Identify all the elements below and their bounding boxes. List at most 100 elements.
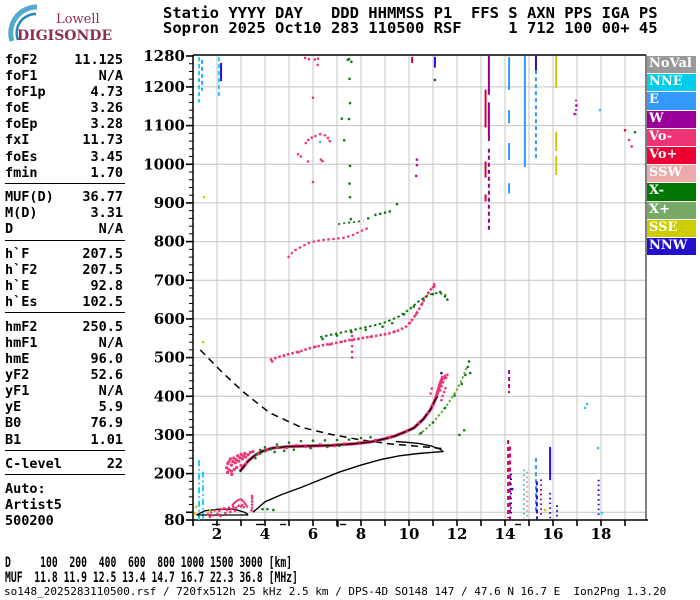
echo-dots-F-start-blob xyxy=(240,457,245,461)
legend-item-e: E xyxy=(647,92,696,111)
distance-row: D 100 200 400 600 800 1000 1500 3000 [km… xyxy=(5,555,293,571)
echo-dots-echo-1100km xyxy=(323,133,327,137)
panel-divider xyxy=(5,474,125,481)
param-row: h`Es 102.5 xyxy=(5,294,123,310)
param-row: foEp 3.28 xyxy=(5,116,123,132)
legend-item-x: X+ xyxy=(647,201,696,220)
param-value: 76.9 xyxy=(90,415,123,432)
y-axis-label: 600 xyxy=(154,310,185,328)
param-value: 3.45 xyxy=(90,148,123,165)
param-label: C-level xyxy=(5,456,62,473)
x-axis-label: 16 xyxy=(543,525,564,543)
echo-dots-E-region-pink xyxy=(213,509,216,512)
echo-dots-echo-1100km xyxy=(306,138,310,142)
echo-dots-X-asymptote-scatter xyxy=(466,365,470,369)
echo-dots-X-asymptote-scatter xyxy=(443,406,447,410)
param-value: 36.77 xyxy=(82,189,123,206)
echo-dots-F-scatter-pink xyxy=(444,376,448,380)
echo-dots-hop2-green-scatter xyxy=(446,298,449,301)
echo-dots-magenta-scatter xyxy=(414,174,418,178)
echo-dots-F-start-blob xyxy=(244,455,248,459)
echo-dots-X-asymptote-scatter xyxy=(431,421,435,424)
echo-dots-hop2-pink-scatter xyxy=(393,330,396,333)
echo-dots-hop2-pink-scatter xyxy=(350,338,354,342)
x-axis-label: 14 xyxy=(495,525,516,543)
legend-item-ssw: SSW xyxy=(647,165,696,184)
y-axis-label: 1100 xyxy=(143,117,185,135)
param-row: h`F2 207.5 xyxy=(5,262,123,278)
echo-dots-green-column xyxy=(348,77,351,81)
param-row: B0 76.9 xyxy=(5,415,123,431)
echo-dots-cyan-scatter xyxy=(598,108,602,112)
echo-dots-X-asymptote-scatter xyxy=(464,373,467,377)
echo-dots-top-pink-scatter xyxy=(307,57,311,61)
param-row: Artist5 xyxy=(5,497,123,513)
echo-dots-top-pink-scatter xyxy=(311,180,315,184)
echo-dots-F-scatter-green xyxy=(275,443,279,446)
echo-dots-F-scatter-green xyxy=(258,452,262,455)
param-label: fmin xyxy=(5,164,38,181)
y-axis-label: 1280 xyxy=(143,47,185,65)
trace-F-trace-pink-band xyxy=(238,375,445,473)
echo-dots-hop3-green-scatter xyxy=(378,212,382,216)
echo-dots-hop2-pink-scatter xyxy=(426,291,430,294)
param-value: 3.31 xyxy=(90,205,123,222)
echo-dots-F-scatter-green xyxy=(369,435,372,439)
echo-dots-F-scatter-pink xyxy=(285,446,288,450)
echo-dots-F-start-blob xyxy=(251,449,255,454)
echo-dots-hop2-green-scatter xyxy=(381,325,384,328)
echo-dots-F-start-blob xyxy=(227,468,231,472)
y-axis-label: 200 xyxy=(154,465,185,483)
echo-dots-top-pink-scatter xyxy=(303,56,307,60)
param-label: foF2 xyxy=(5,52,38,68)
echo-dots-hop3-green-scatter xyxy=(383,211,387,214)
echo-dots-hop2-pink-scatter xyxy=(369,335,372,339)
echo-dots-top-pink-scatter xyxy=(630,145,634,148)
echo-dots-yellow-scatter xyxy=(193,512,197,516)
param-label: foE xyxy=(5,100,30,117)
echo-dots-Es-vertical xyxy=(250,509,253,512)
logo-arc-icon xyxy=(8,4,38,42)
measurement-header: Statio YYYY DAY DDD HHMMSS P1 FFS S AXN … xyxy=(163,5,658,36)
param-row: foF1 N/A xyxy=(5,68,123,84)
trace-X-trace-asymptote xyxy=(417,365,469,436)
echo-dots-magenta-scatter xyxy=(573,112,576,116)
legend-item-vo: Vo- xyxy=(647,128,696,147)
param-value: 11.125 xyxy=(74,52,123,68)
param-label: foEp xyxy=(5,116,38,133)
param-label: h`F xyxy=(5,246,30,263)
echo-dots-F-scatter-pink xyxy=(275,446,279,449)
param-row: 500200 xyxy=(5,513,123,529)
echo-dots-top-pink-scatter xyxy=(306,160,310,163)
echo-dots-yellow-scatter xyxy=(208,509,212,513)
echo-dots-hop2-pink-scatter xyxy=(282,354,286,357)
echo-dots-green-column xyxy=(433,78,437,82)
echo-dots-F-scatter-green xyxy=(255,452,258,456)
muf-distance-table: D 100 200 400 600 800 1000 1500 3000 [km… xyxy=(5,556,426,585)
echo-dots-green-column xyxy=(346,58,350,62)
panel-divider xyxy=(5,312,125,319)
echo-dots-F-scatter-pink xyxy=(431,404,435,407)
echo-dots-F-start-blob xyxy=(229,469,233,473)
echo-dots-hop2-pink-scatter xyxy=(350,356,354,359)
x-axis-label: 8 xyxy=(356,525,366,543)
echo-dots-top-pink-scatter xyxy=(316,57,320,61)
trace-second-hop-X xyxy=(319,291,447,339)
echo-dots-F-start-blob xyxy=(249,450,253,454)
y-axis-label: 300 xyxy=(154,426,185,444)
echo-dots-yellow-scatter xyxy=(194,505,198,509)
echo-dots-F-scatter-pink xyxy=(266,448,269,452)
echo-dots-hop2-pink-scatter xyxy=(340,340,344,344)
param-value: 5.9 xyxy=(98,399,123,416)
echo-dots-E-region-pink xyxy=(219,514,222,518)
param-label: 500200 xyxy=(5,512,54,529)
echo-dots-F-scatter-green xyxy=(282,449,286,453)
echo-dots-top-pink-scatter xyxy=(311,96,315,100)
echo-dots-cyan-scatter xyxy=(318,140,322,144)
echo-dots-hop2-green-scatter xyxy=(321,337,324,341)
echo-dots-E-region-green xyxy=(261,507,264,511)
y-axis-label: 900 xyxy=(154,194,185,212)
param-row: C-level 22 xyxy=(5,456,123,472)
echo-dots-F-start-blob xyxy=(231,460,235,464)
echo-dots-F-scatter-pink xyxy=(429,392,432,395)
